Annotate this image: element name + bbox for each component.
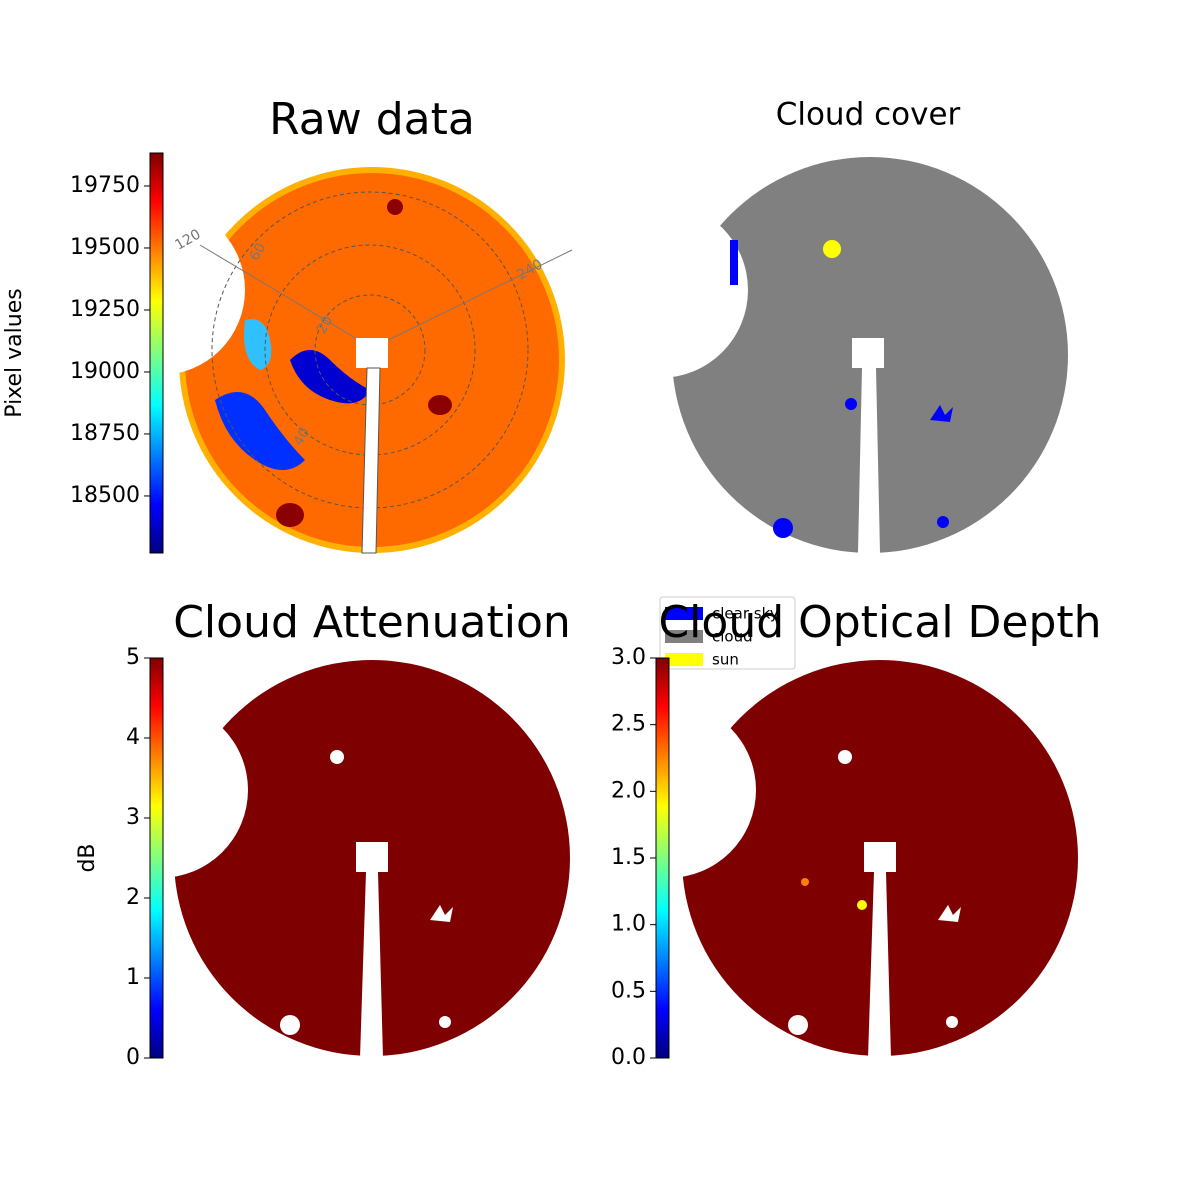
- colorbar-tick-label: 1.5: [611, 845, 646, 870]
- attenuation-image: [72, 660, 570, 1058]
- optical-depth-image: [580, 660, 1078, 1058]
- polar-annotation: 40: [291, 425, 314, 448]
- colorbar-tick-label: 0.0: [611, 1045, 646, 1070]
- colorbar-tick-label: 0.5: [611, 978, 646, 1003]
- colorbar-tick-label: 19750: [70, 173, 140, 198]
- polar-annotation: 20: [314, 313, 337, 336]
- colorbar-tick-label: 1: [126, 965, 140, 990]
- cloud-cover-image: [572, 157, 1068, 553]
- colorbar-tick-label: 19250: [70, 297, 140, 322]
- legend-label: sun: [712, 651, 739, 669]
- colorbar-tick-label: 5: [126, 645, 140, 670]
- colorbar-tick-label: 3.0: [611, 645, 646, 670]
- colorbar: [655, 657, 670, 1059]
- legend-label: cloud: [712, 628, 753, 646]
- legend-swatch: [665, 607, 703, 620]
- colorbar-tick-label: 1.0: [611, 912, 646, 937]
- colorbar-tick-label: 2.0: [611, 778, 646, 803]
- panel-title: Cloud cover: [776, 97, 961, 133]
- colorbar-label: Pixel values: [2, 288, 27, 417]
- panel-title: Cloud Attenuation: [173, 597, 571, 648]
- colorbar-tick-label: 3: [126, 805, 140, 830]
- colorbar-tick-label: 4: [126, 725, 140, 750]
- polar-annotation: 60: [247, 240, 270, 263]
- colorbar-tick-label: 2: [126, 885, 140, 910]
- colorbar: [149, 657, 164, 1059]
- colorbar-tick-label: 18500: [70, 483, 140, 508]
- panel-title: Raw data: [269, 94, 475, 145]
- panel-title: Cloud Optical Depth: [658, 597, 1101, 648]
- colorbar-tick-label: 2.5: [611, 712, 646, 737]
- legend-label: clear sky: [712, 605, 779, 623]
- colorbar: [149, 152, 164, 554]
- colorbar-label: dB: [75, 843, 100, 872]
- colorbar-tick-label: 19500: [70, 235, 140, 260]
- legend-swatch: [665, 653, 703, 666]
- colorbar-tick-label: 0: [126, 1045, 140, 1070]
- colorbar-tick-label: 19000: [70, 359, 140, 384]
- raw-image: [75, 167, 573, 554]
- legend-swatch: [665, 630, 703, 643]
- colorbar-tick-label: 18750: [70, 421, 140, 446]
